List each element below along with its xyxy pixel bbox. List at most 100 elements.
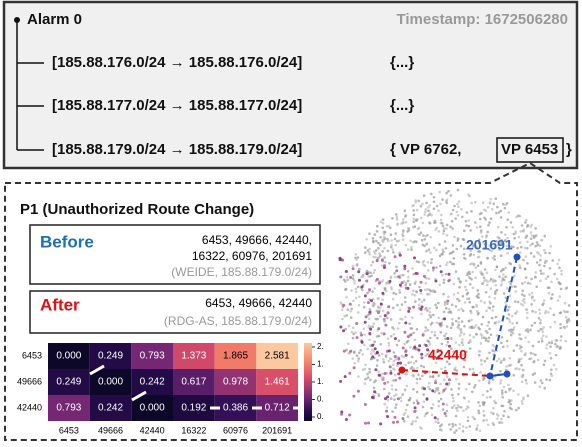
scatter-dot — [518, 241, 522, 244]
scatter-dot — [456, 297, 459, 301]
scatter-dot — [437, 230, 441, 233]
scatter-dot — [559, 287, 563, 291]
scatter-dot — [360, 333, 363, 337]
scatter-dot — [445, 198, 449, 202]
scatter-dot — [387, 305, 391, 309]
scatter-dot — [422, 400, 426, 404]
scatter-dot — [455, 378, 458, 381]
scatter-dot — [556, 299, 560, 302]
scatter-dot — [434, 279, 438, 283]
scatter-dot — [457, 316, 461, 320]
scatter-dot — [414, 280, 418, 284]
scatter-dot — [501, 276, 505, 280]
scatter-dot — [524, 336, 527, 339]
scatter-dot — [361, 353, 365, 356]
scatter-dot — [446, 261, 449, 264]
scatter-dot — [441, 198, 444, 201]
scatter-dot — [532, 236, 536, 239]
scatter-dot — [392, 367, 395, 371]
scatter-dot — [384, 354, 388, 357]
scatter-dot — [437, 374, 441, 378]
scatter-dot — [565, 321, 569, 324]
scatter-dot — [391, 248, 395, 251]
scatter-dot — [444, 337, 447, 341]
scatter-dot — [426, 206, 430, 209]
before-box — [29, 224, 321, 285]
scatter-dot — [361, 275, 364, 279]
scatter-dot — [413, 338, 417, 342]
scatter-dot — [469, 252, 473, 256]
scatter-dot — [517, 393, 520, 396]
scatter-dot — [556, 262, 559, 266]
scatter-dot — [505, 287, 509, 290]
scatter-dot — [490, 411, 493, 414]
scatter-dot — [404, 349, 408, 353]
scatter-dot — [399, 361, 403, 365]
scatter-dot — [379, 236, 382, 239]
scatter-dot — [484, 291, 488, 294]
scatter-dot — [434, 381, 437, 385]
scatter-dot — [488, 221, 491, 224]
scatter-dot — [404, 286, 408, 290]
scatter-dot — [463, 324, 466, 328]
after-box — [29, 290, 321, 334]
scatter-dot — [344, 270, 348, 273]
scatter-dot — [472, 253, 476, 257]
scatter-dot — [396, 420, 399, 424]
scatter-dot — [442, 378, 446, 382]
scatter-dot — [365, 377, 368, 381]
scatter-dot — [440, 429, 444, 432]
scatter-dot — [372, 386, 376, 390]
scatter-dot — [457, 308, 461, 312]
scatter-dot — [464, 407, 468, 411]
scatter-dot — [389, 233, 393, 236]
scatter-dot — [400, 281, 404, 285]
scatter-dot — [413, 345, 417, 349]
scatter-dot — [452, 282, 456, 286]
scatter-dot — [402, 355, 406, 359]
scatter-dot — [390, 243, 393, 247]
scatter-dot — [540, 337, 544, 340]
scatter-dot — [508, 320, 512, 324]
scatter-dot — [487, 223, 490, 227]
scatter-dot — [418, 377, 422, 381]
scatter-dot — [513, 274, 516, 278]
scatter-dot — [421, 405, 425, 409]
scatter-dot — [451, 227, 454, 230]
scatter-dot — [461, 309, 465, 313]
scatter-dot — [344, 327, 348, 331]
scatter-dot — [461, 425, 465, 428]
scatter-dot — [419, 289, 423, 292]
scatter-dot — [548, 267, 552, 270]
scatter-dot — [397, 339, 401, 343]
scatter-dot — [524, 268, 527, 271]
scatter-dot — [445, 325, 449, 328]
scatter-dot — [377, 370, 380, 373]
scatter-dot — [485, 418, 489, 422]
scatter-dot — [376, 311, 380, 315]
scatter-dot — [482, 419, 485, 422]
scatter: 201691 42440 — [338, 188, 571, 434]
scatter-dot — [487, 321, 491, 324]
col-label: 60976 — [223, 425, 248, 435]
scatter-dot — [363, 320, 367, 324]
scatter-dot — [495, 265, 499, 269]
scatter-dot — [479, 225, 482, 228]
scatter-dot — [437, 356, 441, 360]
scatter-dot — [452, 293, 456, 296]
scatter-dot — [410, 422, 414, 426]
scatter-dot — [381, 291, 385, 295]
scatter-dot — [362, 305, 366, 309]
scatter-dot — [390, 384, 394, 387]
scatter-dot — [383, 317, 386, 321]
scatter-dot — [500, 417, 503, 421]
scatter-dot — [430, 258, 434, 261]
scatter-dot — [480, 334, 484, 337]
scatter-dot — [451, 422, 455, 426]
scatter-dot — [492, 412, 495, 416]
scatter-dot — [355, 354, 359, 357]
scatter-dot — [426, 352, 429, 356]
scatter-dot — [494, 268, 497, 272]
scatter-dot — [366, 372, 369, 376]
scatter-dot — [526, 394, 530, 398]
